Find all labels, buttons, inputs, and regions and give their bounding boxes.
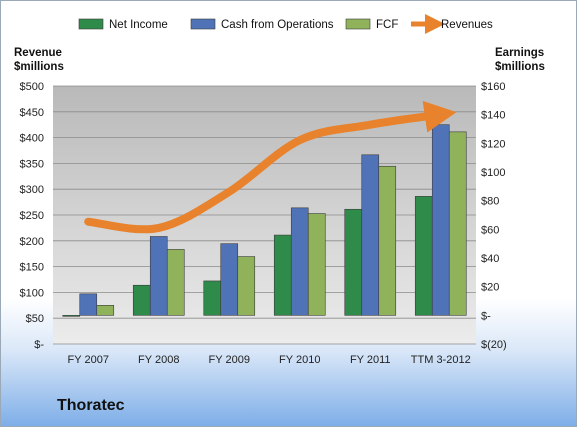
bar bbox=[344, 208, 363, 316]
bar bbox=[203, 280, 222, 316]
x-tick-label: FY 2011 bbox=[350, 354, 391, 366]
bar bbox=[166, 249, 185, 316]
bar bbox=[149, 236, 168, 316]
x-tick-label: FY 2009 bbox=[209, 354, 250, 366]
bar bbox=[307, 213, 326, 316]
left-tick-label: $450 bbox=[20, 107, 44, 119]
x-tick-label: FY 2008 bbox=[138, 354, 179, 366]
right-tick-label: $40 bbox=[481, 253, 499, 265]
right-tick-label: $160 bbox=[481, 81, 505, 93]
right-tick-label: $120 bbox=[481, 138, 505, 150]
bar bbox=[220, 243, 239, 316]
right-tick-label: $100 bbox=[481, 167, 505, 179]
bar bbox=[290, 207, 309, 316]
legend-label: Revenues bbox=[441, 19, 493, 31]
gridlines bbox=[53, 85, 476, 345]
left-tick-label: $300 bbox=[20, 184, 44, 196]
right-tick-label: $(20) bbox=[481, 339, 507, 351]
left-tick-label: $200 bbox=[20, 236, 44, 248]
legend-label: Net Income bbox=[109, 19, 168, 31]
left-axis-ticks: $500 $450 $400 $350 $300 $250 $200 $150 $100 $50 $… bbox=[20, 81, 45, 351]
legend-swatch bbox=[190, 18, 216, 30]
x-tick-label: FY 2007 bbox=[68, 354, 109, 366]
left-tick-label: $150 bbox=[20, 262, 44, 274]
legend-label: Cash from Operations bbox=[221, 19, 334, 31]
revenue-line bbox=[84, 100, 457, 234]
bar bbox=[237, 256, 256, 316]
bar bbox=[132, 284, 151, 316]
right-tick-label: $20 bbox=[481, 282, 499, 294]
right-tick-label: $60 bbox=[481, 224, 499, 236]
left-tick-label: $400 bbox=[20, 133, 44, 145]
right-axis-ticks: $160 $140 $120 $100 $80 $60 $40 $20 $- $(20) bbox=[481, 81, 507, 351]
left-tick-label: $500 bbox=[20, 81, 44, 93]
legend-label: FCF bbox=[376, 19, 398, 31]
revenue-line-path bbox=[84, 100, 457, 234]
bar bbox=[361, 154, 380, 316]
bar bbox=[414, 196, 433, 316]
left-tick-label: $100 bbox=[20, 287, 44, 299]
legend: Net Income Cash from Operations FCF Revenue… bbox=[78, 14, 493, 34]
left-tick-label: $350 bbox=[20, 158, 44, 170]
right-tick-label: $80 bbox=[481, 196, 499, 208]
left-tick-label: $- bbox=[34, 339, 44, 351]
bar bbox=[431, 124, 450, 316]
right-tick-label: $- bbox=[481, 310, 491, 322]
bar bbox=[96, 304, 115, 316]
left-tick-label: $50 bbox=[26, 313, 44, 325]
x-tick-label: TTM 3-2012 bbox=[411, 354, 471, 366]
legend-swatch bbox=[78, 18, 104, 30]
x-axis-ticks: FY 2007 FY 2008 FY 2009 FY 2010 FY 2011 TTM 3… bbox=[68, 354, 471, 366]
bar bbox=[79, 293, 98, 316]
bar-series bbox=[62, 124, 467, 317]
bar bbox=[448, 131, 467, 316]
right-axis-title: Earnings $millions bbox=[495, 47, 545, 73]
bar bbox=[378, 165, 397, 316]
right-tick-label: $140 bbox=[481, 110, 505, 122]
x-tick-label: FY 2010 bbox=[279, 354, 320, 366]
company-name: Thoratec bbox=[57, 397, 125, 414]
bar bbox=[273, 234, 292, 316]
bar bbox=[62, 315, 81, 317]
legend-swatch bbox=[345, 18, 371, 30]
left-axis-title: Revenue $millions bbox=[14, 47, 64, 73]
left-tick-label: $250 bbox=[20, 210, 44, 222]
